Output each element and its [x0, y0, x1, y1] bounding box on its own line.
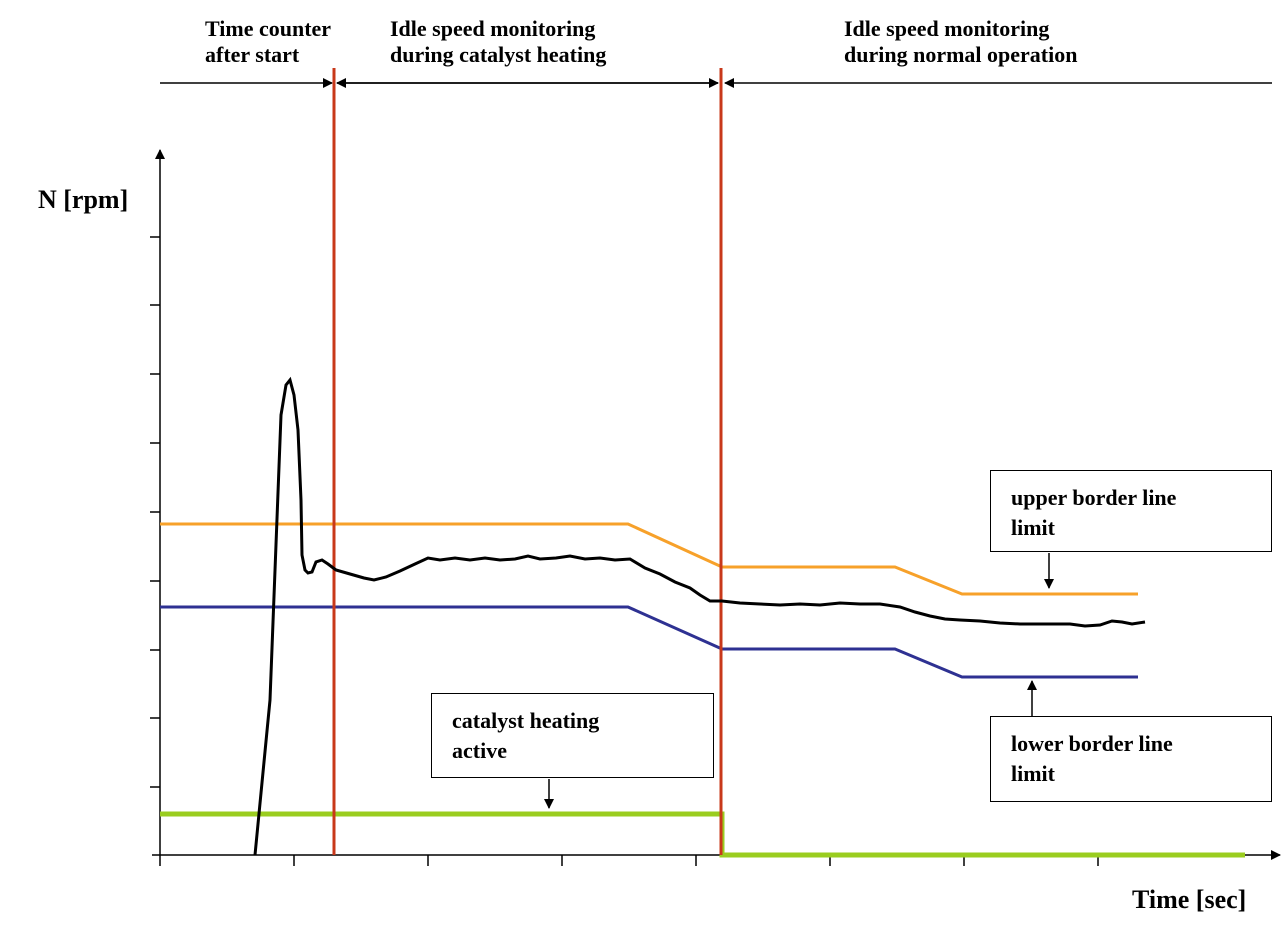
engine-speed-trace: [253, 376, 1146, 856]
phase-label-start-line1: Time counter: [205, 16, 332, 41]
upper-limit-callout-line1: upper border line: [1011, 485, 1177, 510]
catalyst-heating-callout-line2: active: [452, 738, 507, 763]
x-axis-title: Time [sec]: [1132, 885, 1247, 914]
phase-label-catalyst-line2: during catalyst heating: [390, 42, 607, 67]
lower-limit-callout-line1: lower border line: [1011, 731, 1173, 756]
phase-label-catalyst-line1: Idle speed monitoring: [390, 16, 596, 41]
phase-label-normal-line1: Idle speed monitoring: [844, 16, 1050, 41]
lower-border-line: [160, 605, 1138, 679]
phase-label-start: Time counter after start: [205, 16, 331, 68]
catalyst-heating-signal: [160, 811, 1245, 858]
y-axis-title: N [rpm]: [38, 185, 129, 214]
upper-border-line: [160, 522, 1138, 596]
phase-label-normal-line2: during normal operation: [844, 42, 1078, 67]
phase-label-start-line2: after start: [205, 42, 300, 67]
phase-label-normal: Idle speed monitoring during normal oper…: [844, 16, 1077, 68]
upper-limit-callout-line2: limit: [1011, 515, 1055, 540]
lower-limit-callout: lower border line limit: [990, 716, 1272, 802]
upper-limit-callout: upper border line limit: [990, 470, 1272, 552]
y-axis: [150, 149, 165, 855]
catalyst-heating-callout-line1: catalyst heating: [452, 708, 600, 733]
lower-limit-callout-line2: limit: [1011, 761, 1055, 786]
catalyst-heating-callout: catalyst heating active: [431, 693, 714, 778]
phase-label-catalyst: Idle speed monitoring during catalyst he…: [390, 16, 606, 68]
